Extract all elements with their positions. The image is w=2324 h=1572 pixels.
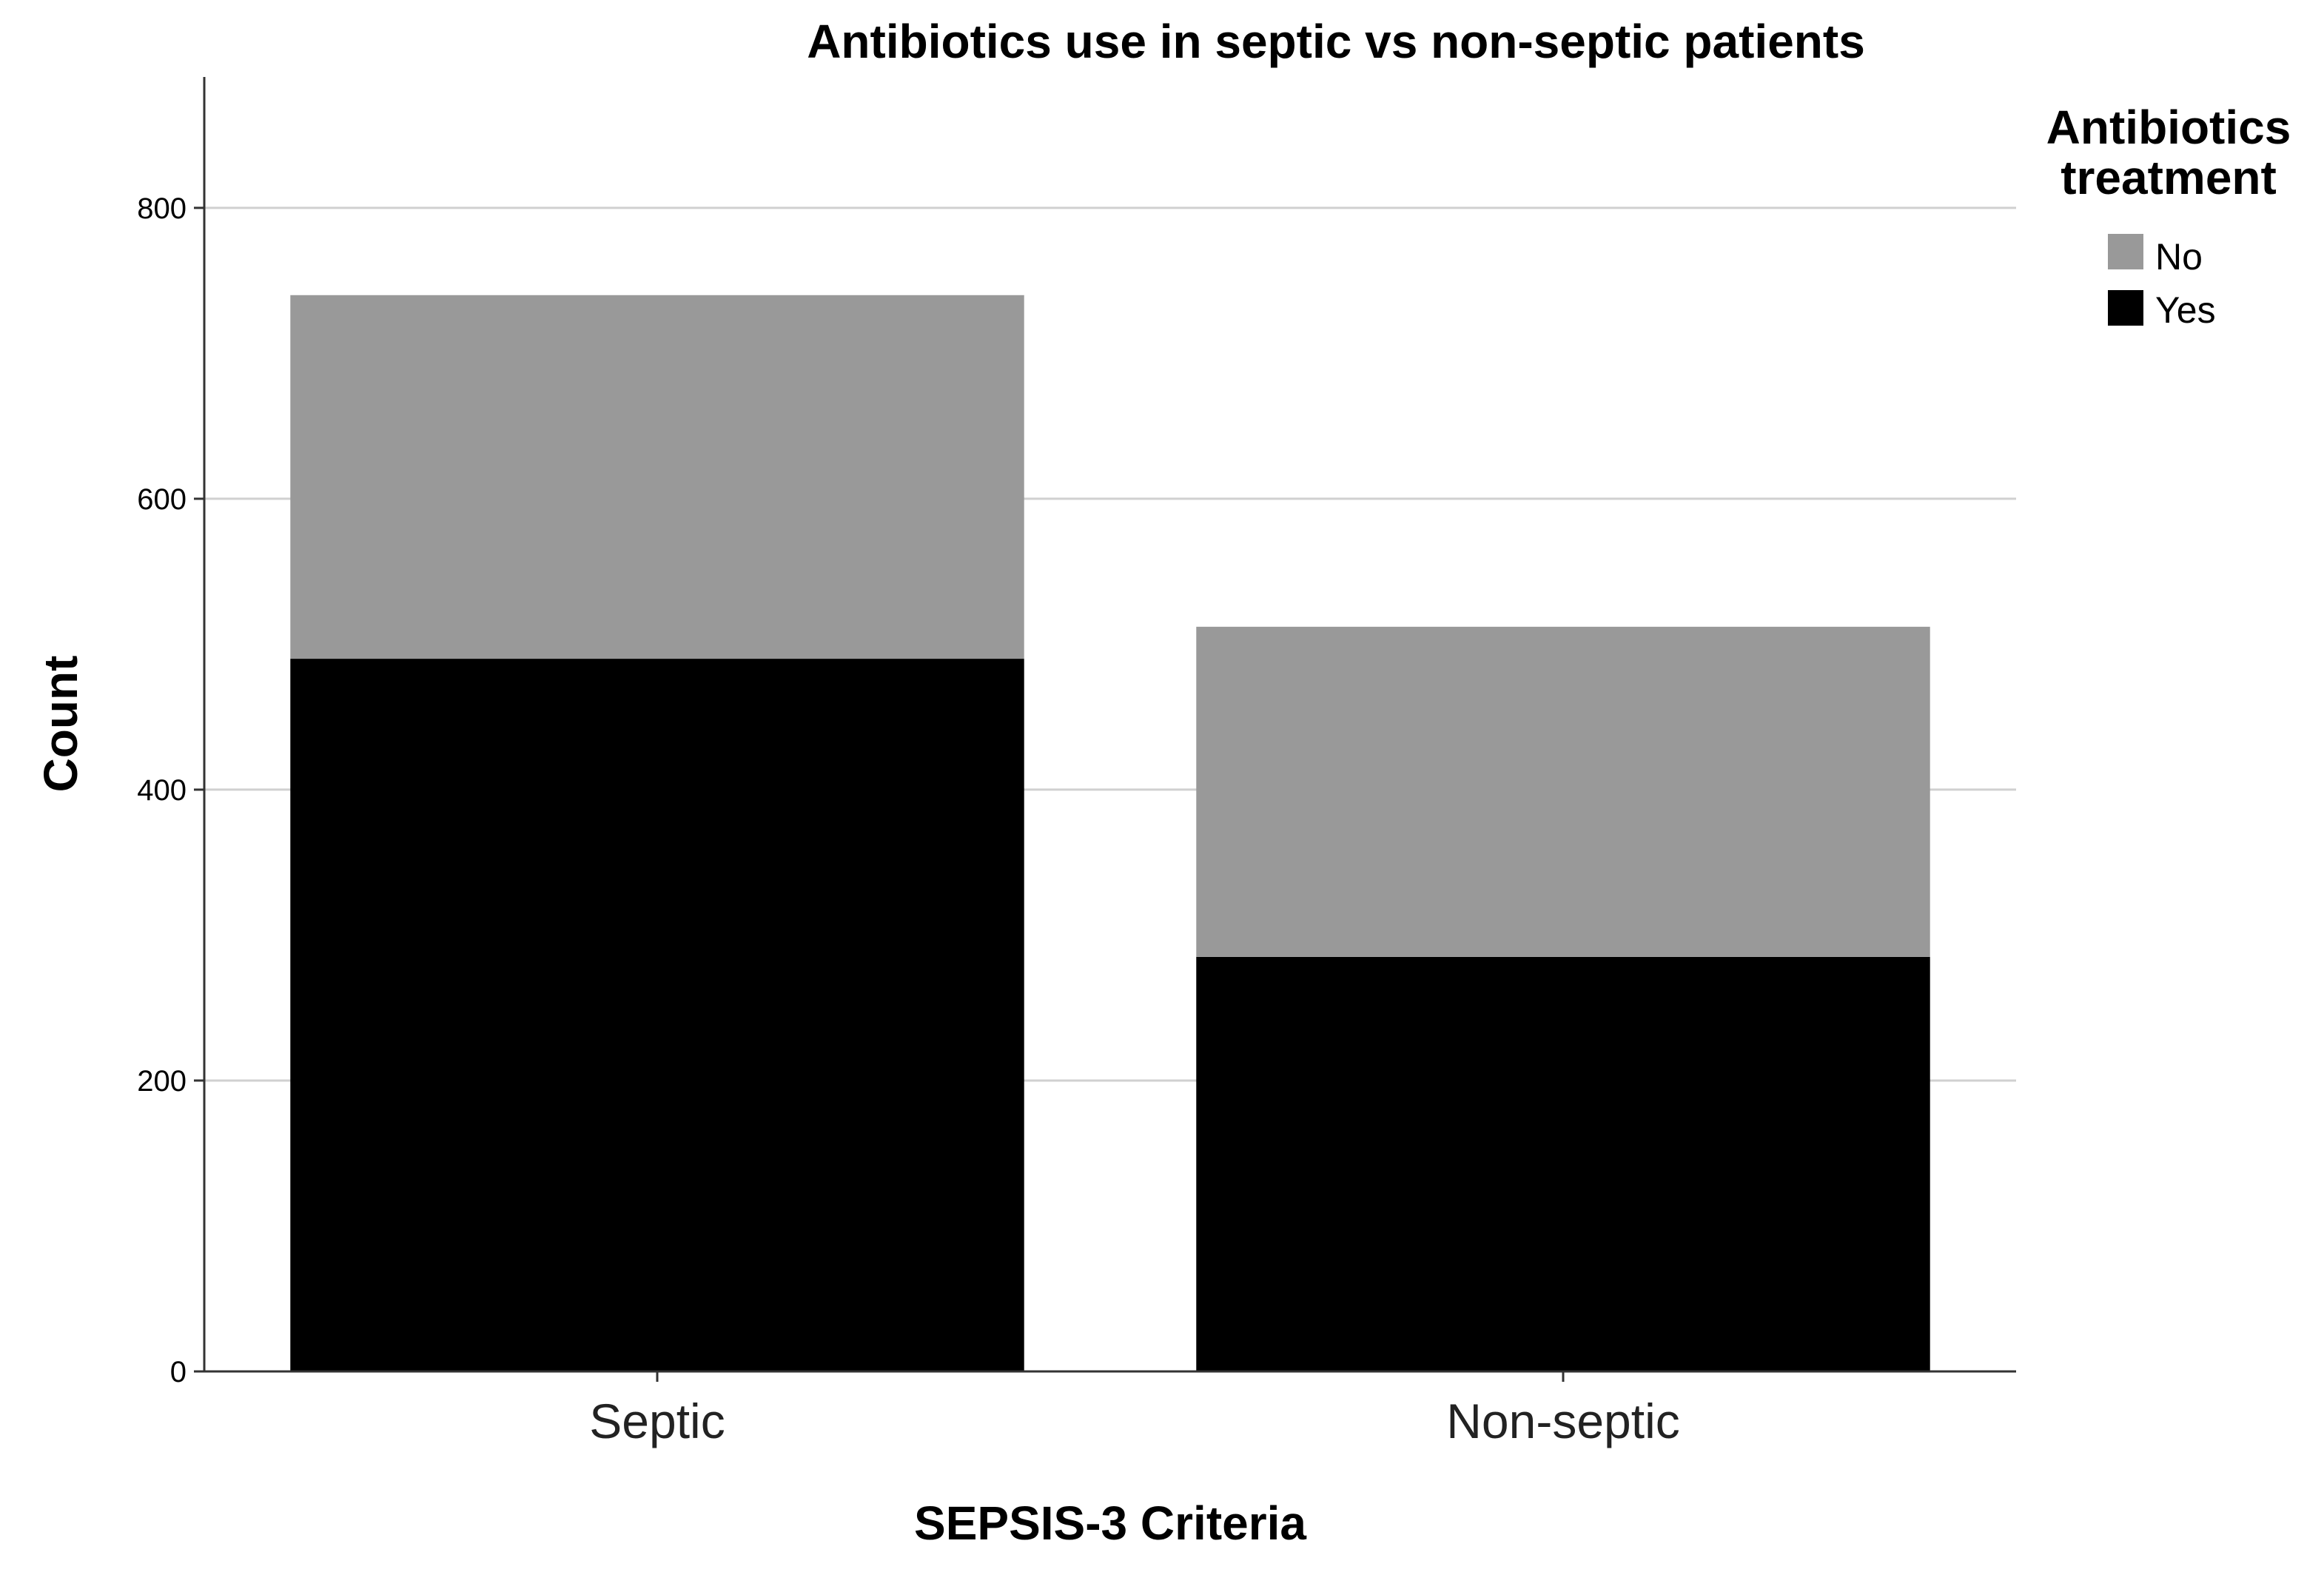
y-tick-label: 0 <box>170 1356 187 1388</box>
y-tick-label: 400 <box>137 774 187 807</box>
y-tick-label: 600 <box>137 483 187 516</box>
legend-label-no: No <box>2155 236 2203 278</box>
legend-swatch-yes <box>2108 290 2143 326</box>
bar-non-septic-yes <box>1196 956 1930 1371</box>
bars <box>290 295 1930 1371</box>
legend-title-line2: treatment <box>2061 151 2277 204</box>
y-ticks: 0 200 400 600 800 <box>137 192 204 1388</box>
bar-non-septic-no <box>1196 626 1930 957</box>
y-tick-label: 800 <box>137 192 187 225</box>
x-tick-label: Septic <box>589 1394 725 1448</box>
legend-swatch-no <box>2108 234 2143 269</box>
legend-title-line1: Antibiotics <box>2046 101 2291 154</box>
x-tick-label: Non-septic <box>1446 1394 1679 1448</box>
legend-label-yes: Yes <box>2155 289 2216 331</box>
y-tick-label: 200 <box>137 1065 187 1098</box>
legend: Antibiotics treatment No Yes <box>2046 101 2291 331</box>
bar-septic-no <box>290 295 1024 659</box>
chart-title: Antibiotics use in septic vs non-septic … <box>807 15 1865 68</box>
y-axis-title: Count <box>34 656 87 793</box>
x-ticks: Septic Non-septic <box>589 1371 1680 1448</box>
x-axis-title: SEPSIS-3 Criteria <box>914 1497 1306 1550</box>
bar-septic-yes <box>290 659 1024 1371</box>
